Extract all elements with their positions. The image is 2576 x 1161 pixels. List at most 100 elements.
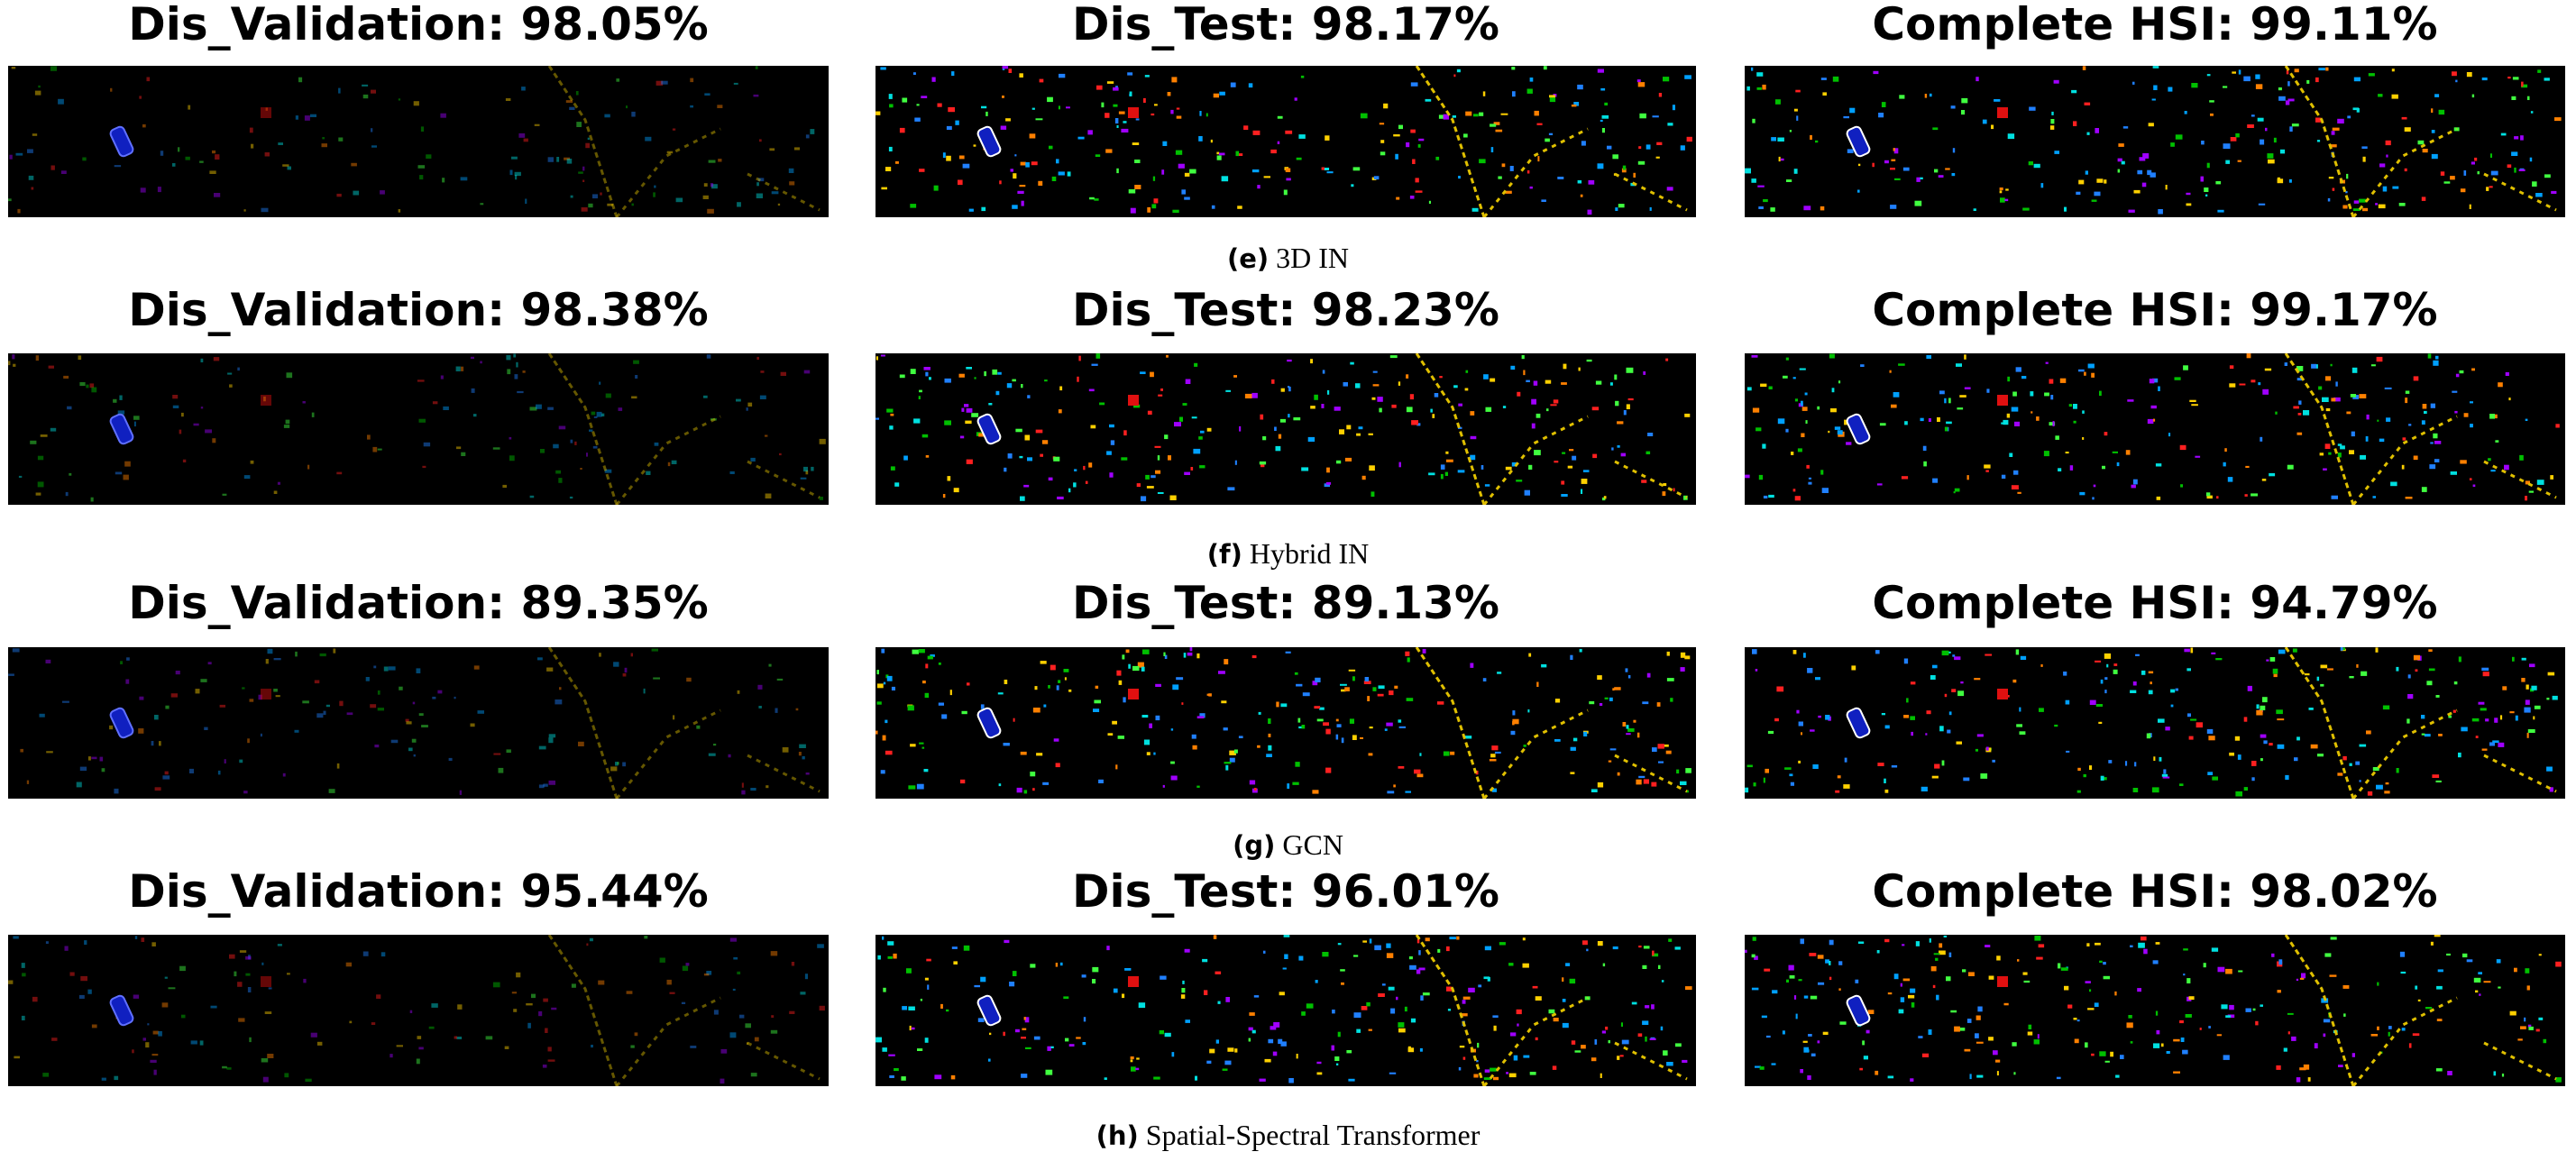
pixel-cluster [1910,988,1916,993]
pixel-cluster [1369,727,1373,729]
pixel-cluster [1793,169,1798,174]
pixel-cluster [42,1073,50,1077]
pixel-cluster [745,1023,751,1028]
pixel-cluster [1794,496,1801,501]
pixel-cluster [2137,988,2141,992]
pixel-cluster [604,114,610,118]
pixel-cluster [2320,683,2324,687]
pixel-cluster [109,725,114,730]
road [2483,460,2557,499]
pixel-cluster [2265,127,2268,132]
pixel-cluster [2189,399,2196,402]
pixel-cluster [1020,496,1025,501]
pixel-cluster [2089,699,2096,705]
pixel-cluster [2056,1076,2061,1080]
pixel-cluster [1031,107,1035,110]
pixel-cluster [1050,664,1056,671]
pixel-cluster [1105,113,1110,118]
pixel-cluster [1617,421,1624,425]
pixel-cluster [710,418,717,421]
pixel-cluster [646,471,651,475]
classification-map [875,647,1696,799]
pixel-cluster [2470,424,2473,428]
pixel-cluster [1051,176,1057,181]
pixel-cluster [2528,1026,2534,1030]
pixel-cluster [538,1010,543,1017]
pixel-cluster [2165,185,2168,190]
pixel-cluster [2184,648,2190,653]
pixel-cluster [570,439,573,443]
pixel-cluster [2386,417,2391,422]
pixel-cluster [1456,69,1461,73]
pixel-cluster [1992,759,1995,763]
pixel-cluster [1592,453,1598,459]
pixel-cluster [2421,420,2425,425]
pixel-cluster [1810,729,1815,732]
pixel-cluster [923,769,929,772]
pixel-cluster [1929,938,1931,943]
pixel-cluster [1753,782,1756,787]
pixel-cluster [924,1038,929,1043]
pixel-cluster [188,105,191,110]
pixel-cluster [1325,135,1330,141]
pixel-cluster [2340,445,2345,450]
pixel-cluster [373,665,377,669]
pixel-cluster [2191,404,2198,407]
pixel-cluster [547,1047,552,1052]
pixel-cluster [1176,677,1184,681]
pixel-cluster [1107,733,1114,736]
pixel-cluster [1621,168,1627,173]
pixel-cluster [903,455,908,461]
pixel-cluster [1934,169,1939,173]
pixel-cluster [2022,207,2030,211]
pixel-cluster [1218,671,1225,674]
pixel-cluster [2261,479,2267,481]
pixel-cluster [555,470,561,474]
pixel-cluster [888,94,893,99]
pixel-cluster [2260,1004,2263,1007]
pixel-cluster [1104,1077,1107,1080]
pixel-cluster [1287,359,1292,362]
pixel-cluster [1795,1013,1798,1019]
pixel-cluster [1341,689,1346,692]
pixel-cluster [2507,164,2512,169]
pixel-cluster [2391,94,2398,99]
pixel-cluster [1157,455,1160,461]
pixel-cluster [765,493,772,498]
pixel-cluster [262,1076,269,1083]
pixel-cluster [32,996,38,1002]
pixel-cluster [2126,1022,2133,1028]
pixel-cluster [1238,153,1243,156]
pixel-cluster [746,407,748,411]
pixel-cluster [1589,701,1595,705]
pixel-cluster [2251,777,2255,782]
pixel-cluster [2227,1014,2235,1019]
pixel-cluster [151,942,156,946]
pixel-cluster [1662,491,1666,497]
pixel-cluster [2421,715,2425,719]
pixel-cluster [2179,1019,2184,1024]
pixel-cluster [1416,939,1420,944]
pixel-cluster [1685,768,1691,773]
pixel-cluster [1326,467,1330,473]
pixel-cluster [1077,136,1085,140]
pixel-cluster [1828,430,1830,434]
pixel-cluster [2303,410,2310,416]
pixel-cluster [1428,472,1435,476]
pixel-cluster [2050,395,2054,400]
pixel-cluster [966,459,973,464]
pixel-cluster [711,184,718,189]
pixel-cluster [675,197,683,203]
pixel-cluster [671,460,677,464]
pixel-cluster [1921,1053,1930,1057]
pixel-cluster [362,84,369,87]
pixel-cluster [895,160,899,164]
pixel-cluster [1312,681,1318,686]
pixel-cluster [1339,429,1344,434]
pixel-cluster [1829,353,1835,359]
pixel-cluster [1341,982,1344,985]
pixel-cluster [1306,1003,1314,1009]
pixel-cluster [2217,209,2224,213]
pixel-cluster [2304,673,2310,676]
pixel-cluster [2203,963,2206,968]
